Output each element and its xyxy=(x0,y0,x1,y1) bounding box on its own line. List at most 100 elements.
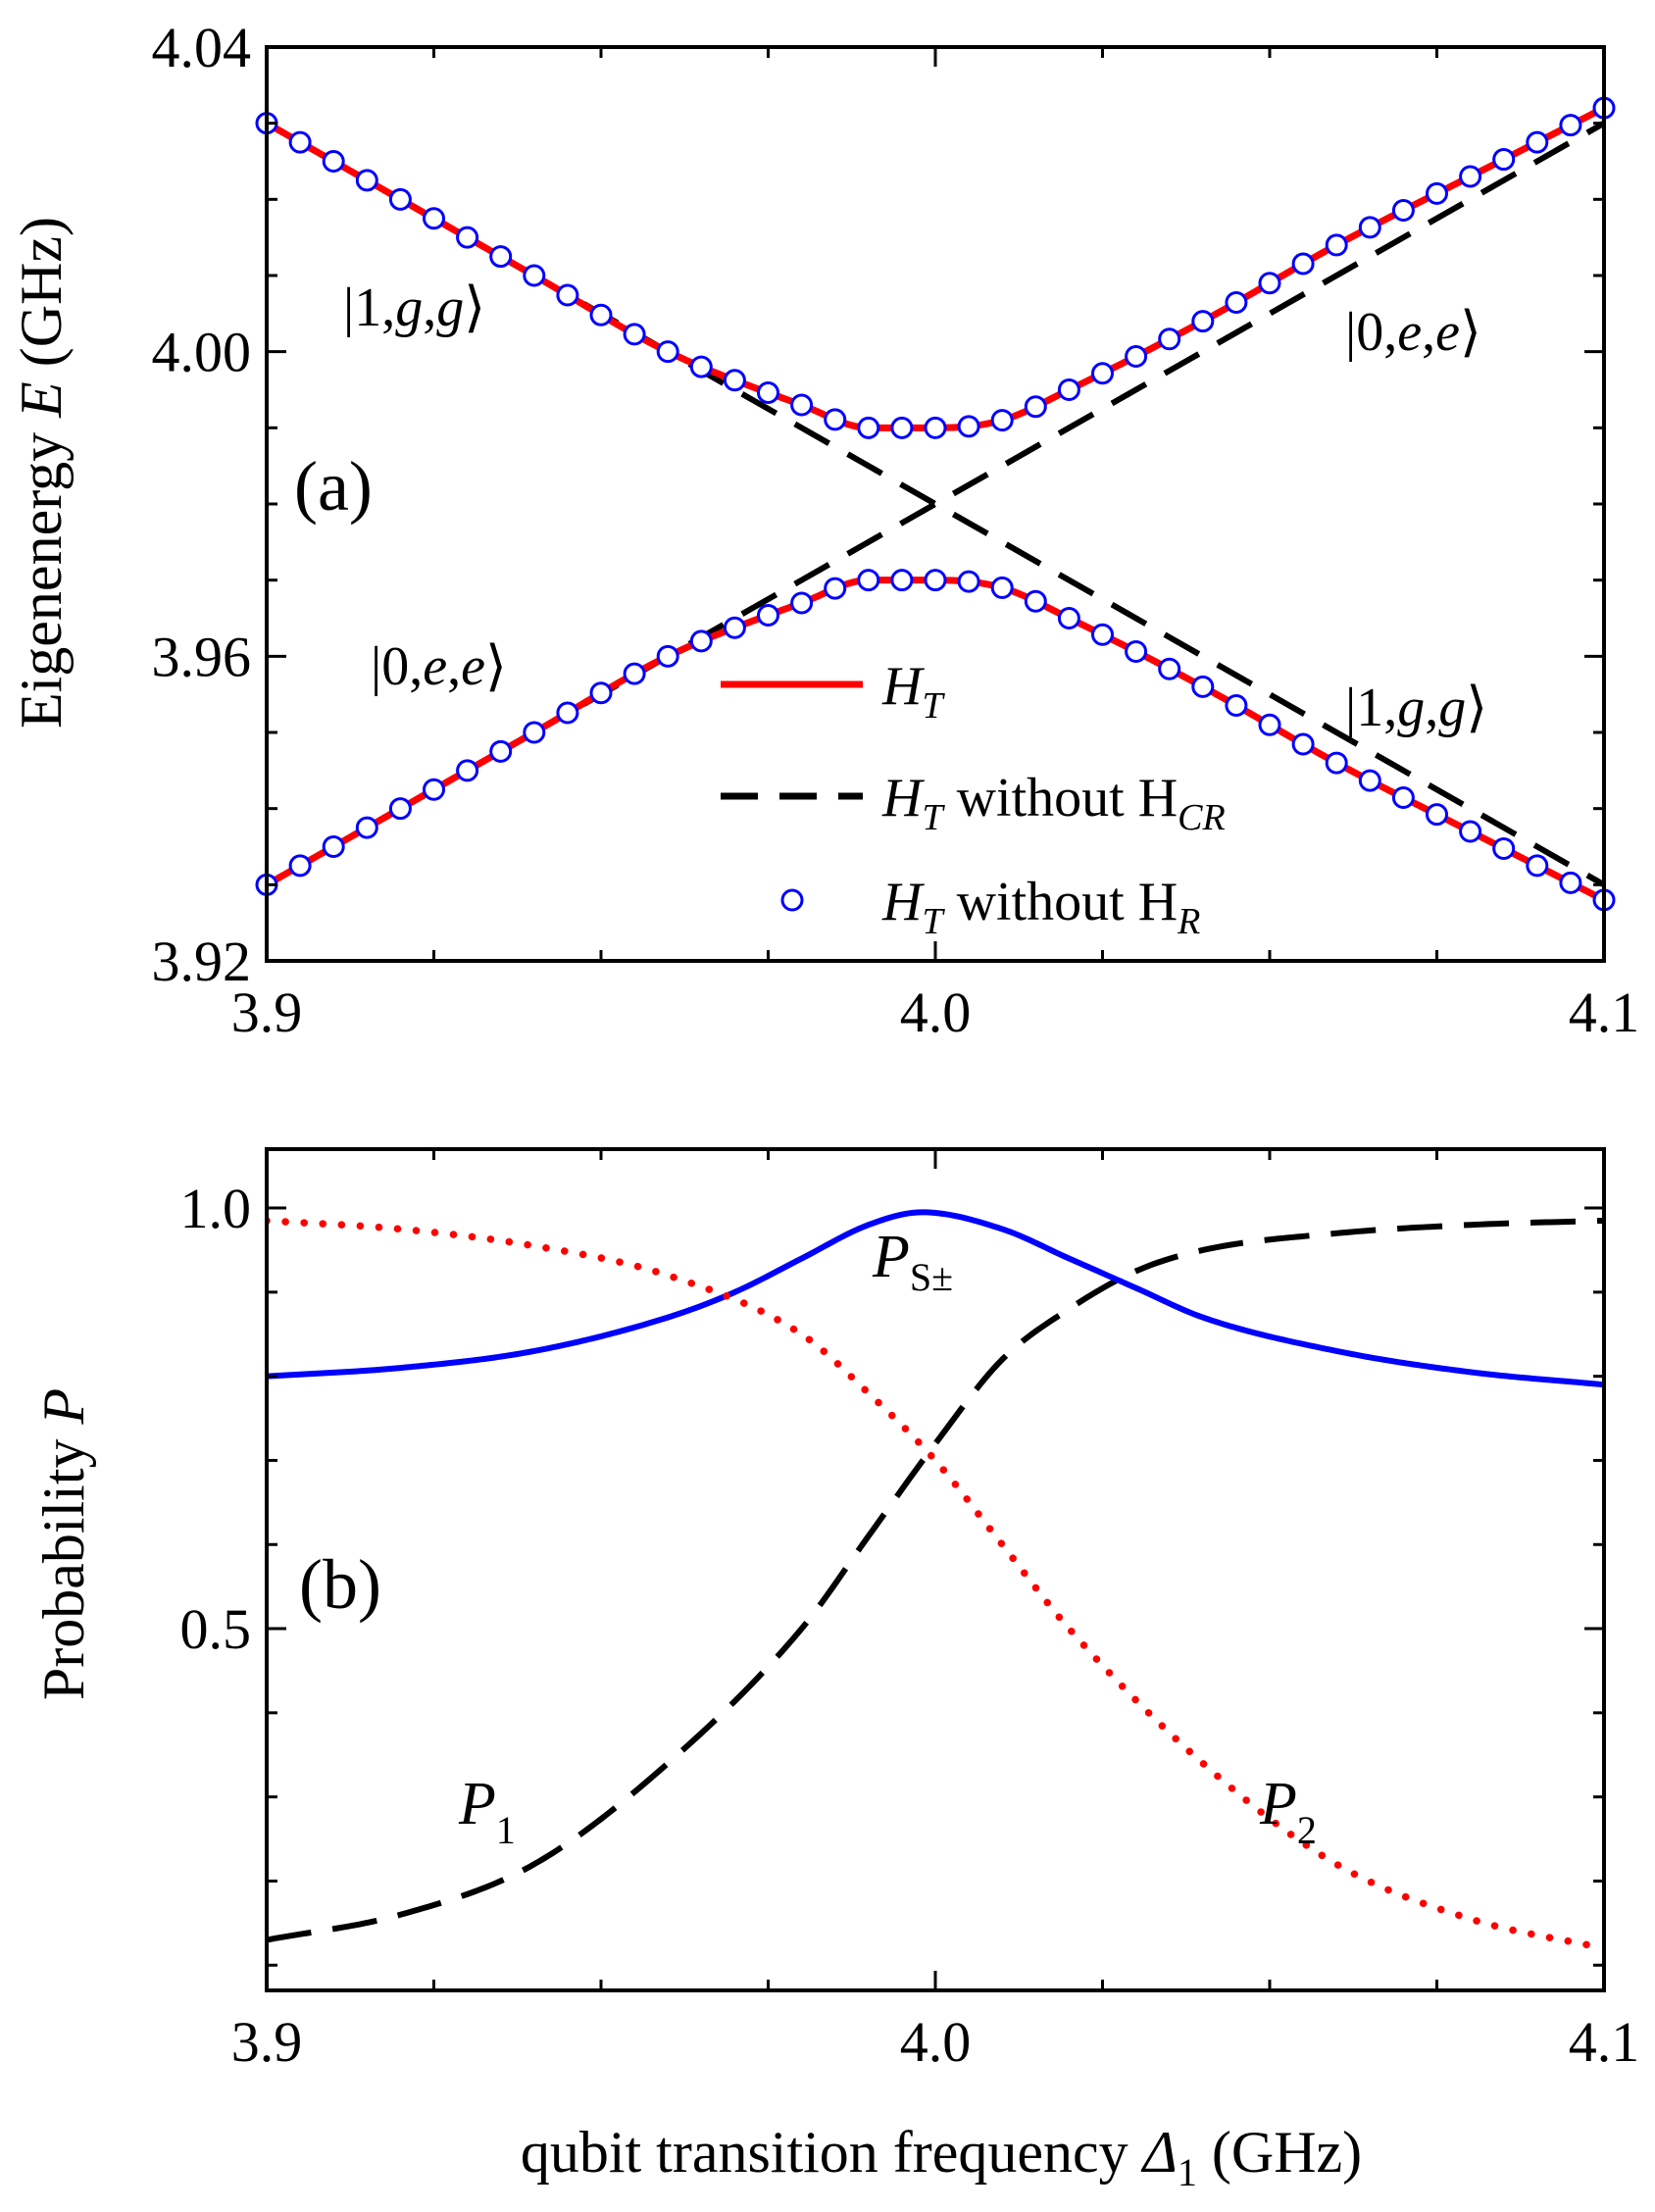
data-point-marker xyxy=(857,416,880,439)
state-label-upper-left: |1,g,g⟩ xyxy=(343,277,485,338)
data-point-marker xyxy=(1492,148,1516,172)
x-tick-label: 3.9 xyxy=(231,980,303,1044)
data-point-marker xyxy=(723,616,746,639)
data-point-marker xyxy=(757,603,779,627)
x-tick-label: 4.1 xyxy=(1569,2010,1640,2074)
legend-entry-main: H xyxy=(881,656,925,717)
x-tick-label: 4.0 xyxy=(900,2010,972,2074)
series-p-s xyxy=(267,1209,1604,1388)
data-point-marker xyxy=(890,569,914,592)
data-point-marker xyxy=(1258,272,1281,295)
panel-b-x-axis-label: qubit transition frequency Δ1 (GHz) xyxy=(521,2120,1362,2194)
data-point-marker xyxy=(456,226,479,249)
data-point-marker xyxy=(456,759,479,782)
x-tick-label: 4.0 xyxy=(900,980,972,1044)
legend-entry-rest-sub: R xyxy=(1177,901,1200,942)
data-point-marker xyxy=(556,283,579,307)
legend-entry-main: H xyxy=(881,872,925,932)
data-point-marker xyxy=(1559,871,1582,894)
legend-entry-h-t-without-h-r: HT without HR xyxy=(881,872,1200,942)
legend-entry-sub: T xyxy=(922,901,945,942)
panel-b-x-axis-label-unit: (GHz) xyxy=(1197,2120,1362,2185)
data-point-marker xyxy=(388,797,412,821)
panel-a-y-axis-label-unit: (GHz) xyxy=(9,217,74,381)
data-point-marker xyxy=(1492,836,1516,860)
panel-b-series xyxy=(267,1209,1604,1952)
data-point-marker xyxy=(1191,310,1215,333)
data-point-marker xyxy=(824,408,847,431)
panel-b-label: (b) xyxy=(299,1545,381,1624)
data-point-marker xyxy=(1459,820,1482,843)
state-label-pre: |1, xyxy=(343,277,395,338)
data-point-marker xyxy=(1091,623,1114,646)
panel-a: 3.9 4.0 4.1 3.92 3.96 4.00 4.04 (a) Eigenenerg… xyxy=(9,16,1639,1044)
state-label-g2: g xyxy=(1438,678,1466,738)
data-point-marker xyxy=(1291,252,1315,276)
panel-a-frame xyxy=(265,45,1606,963)
panel-a-legend: HT HT without HCR HT without HR xyxy=(721,656,1226,942)
panel-a-y-axis-label-var: E xyxy=(9,381,74,419)
data-point-marker xyxy=(790,591,814,615)
panel-b-y-axis-label-var: P xyxy=(31,1388,96,1426)
data-point-marker xyxy=(1391,786,1415,810)
panel-a-label: (a) xyxy=(294,447,373,526)
data-point-marker xyxy=(489,739,513,763)
state-label-g1: g xyxy=(1397,678,1425,738)
curve-label-main: P xyxy=(458,1771,496,1837)
state-label-post: ⟩ xyxy=(464,277,485,338)
data-point-marker xyxy=(388,187,412,211)
plot-area xyxy=(267,1209,1604,1952)
data-point-marker xyxy=(1526,130,1549,154)
panel-b-x-axis-label-text: qubit transition frequency xyxy=(521,2120,1143,2185)
legend-entry-h-t-without-h-cr: HT without HCR xyxy=(881,768,1226,838)
legend-entry-main: H xyxy=(881,768,925,829)
series-h-t-without-h-r-lower-branch xyxy=(255,569,1616,912)
y-tick-label: 0.5 xyxy=(180,1597,252,1661)
panel-b-x-axis-label-sub: 1 xyxy=(1178,2150,1197,2194)
data-point-marker xyxy=(489,245,513,269)
data-point-marker xyxy=(1325,751,1348,775)
data-point-marker xyxy=(790,393,814,417)
legend-entry-rest: without H xyxy=(943,768,1179,829)
data-point-marker xyxy=(1459,165,1482,188)
curve-label-p-2: P2 xyxy=(1259,1771,1317,1852)
data-point-marker xyxy=(1258,713,1281,736)
state-label-lower-right: |1,g,g⟩ xyxy=(1345,678,1487,738)
curve-label-main: P xyxy=(872,1224,910,1290)
data-point-marker xyxy=(1358,769,1381,792)
state-label-g1: e xyxy=(1397,302,1422,363)
panel-b-frame xyxy=(265,1147,1606,1992)
data-point-marker xyxy=(1125,345,1148,369)
data-point-marker xyxy=(890,416,914,439)
panel-b-ticks: 3.9 4.0 4.1 0.5 1.0 xyxy=(180,1149,1640,2074)
panel-b: 3.9 4.0 4.1 0.5 1.0 (b) Probability P qubit … xyxy=(31,1147,1640,2194)
state-label-g1: g xyxy=(395,277,423,338)
legend-entry-sub: T xyxy=(922,685,945,727)
data-point-marker xyxy=(355,169,378,192)
data-point-marker xyxy=(1559,114,1582,137)
data-point-marker xyxy=(1024,589,1047,613)
data-point-marker xyxy=(623,662,646,685)
data-point-marker xyxy=(1225,291,1248,315)
series-p-1 xyxy=(267,1217,1604,1943)
data-point-marker xyxy=(288,854,312,878)
state-label-mid: , xyxy=(423,277,436,338)
state-label-pre: |1, xyxy=(1345,678,1397,738)
state-label-pre: |0, xyxy=(371,636,423,697)
panel-b-y-axis-label-text: Probability xyxy=(31,1424,96,1700)
data-point-marker xyxy=(322,835,345,858)
legend-entry-h-t: HT xyxy=(881,656,945,727)
state-label-g1: e xyxy=(423,636,447,697)
data-point-marker xyxy=(1057,378,1080,401)
state-label-g2: g xyxy=(436,277,464,338)
curve-label-sub: S± xyxy=(910,1255,953,1299)
data-point-marker xyxy=(990,576,1014,599)
data-point-marker xyxy=(656,644,679,668)
state-label-lower-left: |0,e,e⟩ xyxy=(371,636,507,697)
panel-a-y-axis-label: Eigenenergy E (GHz) xyxy=(9,217,74,729)
series-h-t-without-h-r-upper-branch xyxy=(255,96,1616,439)
curve-label-p-s: PS± xyxy=(872,1224,953,1299)
data-point-marker xyxy=(1391,198,1415,222)
data-point-marker xyxy=(957,570,980,593)
data-point-marker xyxy=(757,381,779,405)
